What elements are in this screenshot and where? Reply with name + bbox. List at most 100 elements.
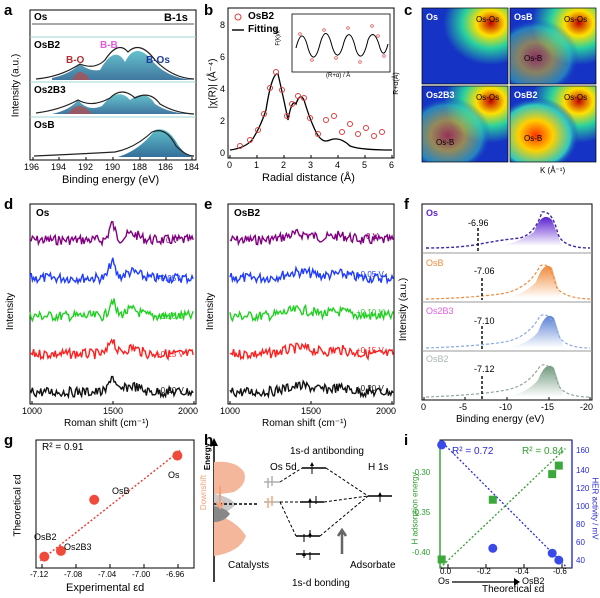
panel-e-trace-1 bbox=[229, 265, 394, 285]
panel-letter-d: d bbox=[4, 196, 14, 213]
panel-a-xtick-2: 192 bbox=[78, 162, 94, 172]
panel-f-xtick-2: -10 bbox=[499, 402, 513, 412]
panel-c-map-os2b3-label-osos: Os-Os bbox=[476, 93, 500, 102]
panel-b-xtick-6: 6 bbox=[389, 160, 395, 170]
panel-c-map-osb-title: OsB bbox=[514, 12, 533, 22]
panel-b-exafs bbox=[227, 7, 395, 159]
panel-f-value-osb: -7.06 bbox=[474, 266, 495, 276]
panel-d-voltage-2: +0.10 V bbox=[156, 312, 184, 321]
panel-a-peak-bo: B-O bbox=[66, 55, 85, 66]
panel-f-ylabel: Intensity (a.u.) bbox=[398, 277, 410, 342]
panel-i-blue-point-1 bbox=[488, 543, 498, 553]
panel-b-legend-data: OsB2 bbox=[248, 11, 275, 22]
panel-b-xtick-5: 5 bbox=[362, 160, 368, 170]
panel-b-ytick-2: 4 bbox=[220, 84, 226, 94]
panel-g-point-1 bbox=[89, 494, 100, 505]
panel-h-antibonding: 1s-d antibonding bbox=[290, 446, 364, 457]
panel-letter-g: g bbox=[4, 432, 14, 449]
panel-a-xtick-6: 184 bbox=[184, 162, 200, 172]
panel-a-peak-bos: B-Os bbox=[146, 55, 170, 66]
panel-c-map-os2b3-label-osb: Os-B bbox=[436, 138, 455, 147]
panel-i-green-point-0 bbox=[437, 555, 446, 564]
panel-i-ytick-right-5: 140 bbox=[576, 466, 590, 475]
panel-f-xtick-3: -15 bbox=[541, 402, 555, 412]
panel-f-xtick-0: 0 bbox=[421, 402, 427, 412]
panel-f-value-os2b3: -7.10 bbox=[474, 316, 495, 326]
panel-c-map-os-label: Os-Os bbox=[476, 15, 500, 24]
panel-letter-f: f bbox=[404, 196, 409, 213]
panel-i-green-point-1 bbox=[488, 495, 497, 504]
panel-e-trace-0 bbox=[229, 228, 394, 247]
panel-e-voltage-1: +0.05 V bbox=[356, 270, 384, 279]
panel-f-dband bbox=[421, 203, 593, 401]
panel-e-raman bbox=[227, 203, 395, 405]
panel-f-value-os: -6.96 bbox=[468, 218, 489, 228]
panel-b-ylabel: |χ(R)| (Å⁻⁴) bbox=[207, 58, 219, 109]
panel-c-map-osb-label-osb: Os-B bbox=[524, 54, 543, 63]
panel-c-map-os2b3-title: Os2B3 bbox=[426, 90, 455, 100]
panel-f-sample-os: Os bbox=[426, 208, 439, 218]
panel-d-trace-2 bbox=[29, 298, 194, 323]
panel-g-xtick-2: -7.04 bbox=[98, 570, 117, 579]
panel-i-ylabel-left: H adsorption energy bbox=[410, 472, 420, 545]
panel-a-title: B-1s bbox=[164, 12, 188, 24]
panel-b-legend-fit: Fitting bbox=[248, 24, 279, 35]
panel-letter-a: a bbox=[4, 2, 13, 19]
panel-i-ylabel-right: HER activity / mV bbox=[590, 477, 600, 540]
panel-i-blue-point-3 bbox=[554, 555, 564, 565]
panel-f-sample-os2b3: Os2B3 bbox=[426, 306, 454, 316]
panel-e-voltage-4: +0.20 V bbox=[356, 384, 384, 393]
panel-i-ytick-right-3: 100 bbox=[576, 502, 590, 511]
panel-d-xlabel: Roman shift (cm⁻¹) bbox=[64, 418, 149, 429]
panel-h-energy: Energy bbox=[203, 442, 213, 471]
panel-d-voltage-0: 0 V bbox=[166, 236, 179, 245]
panel-h-adsorbate: Adsorbate bbox=[350, 560, 396, 571]
panel-c-map-os-title: Os bbox=[426, 12, 439, 22]
panel-a-xtick-3: 190 bbox=[105, 162, 121, 172]
panel-c-map-osb2-label-osos: Os-Os bbox=[564, 93, 588, 102]
panel-i-r2-right: R² = 0.84 bbox=[522, 446, 564, 457]
panel-a-xtick-1: 194 bbox=[51, 162, 67, 172]
panel-b-inset-xlabel: (R+α) / Å bbox=[326, 73, 351, 79]
panel-b-xtick-2: 2 bbox=[281, 160, 287, 170]
panel-e-trace-3 bbox=[229, 342, 394, 361]
panel-i-blue-point-0 bbox=[437, 440, 447, 450]
panel-g-ylabel: Theoretical εd bbox=[12, 474, 24, 537]
panel-g-point-0 bbox=[172, 450, 183, 461]
panel-e-xtick-0: 1000 bbox=[220, 406, 241, 416]
panel-i-ytick-left-0: -0.30 bbox=[412, 468, 431, 477]
panel-e-voltage-3: +0.15 V bbox=[356, 346, 384, 355]
panel-i-green-point-2 bbox=[548, 470, 557, 479]
panel-d-sample: Os bbox=[36, 208, 50, 219]
panel-b-xtick-0: 0 bbox=[227, 160, 233, 170]
panel-e-voltage-0: 0 V bbox=[366, 232, 379, 241]
panel-c-xlabel: K (Å⁻¹) bbox=[540, 166, 566, 175]
panel-g-label-osb2: OsB2 bbox=[34, 532, 57, 542]
panel-d-trace-3 bbox=[29, 338, 194, 361]
panel-i-ytick-right-0: 40 bbox=[576, 556, 585, 565]
panel-a-xlabel: Binding energy (eV) bbox=[62, 174, 160, 186]
panel-e-xlabel: Roman shift (cm⁻¹) bbox=[262, 418, 347, 429]
panel-d-xtick-1: 1500 bbox=[103, 406, 124, 416]
panel-i-ytick-left-1: -0.35 bbox=[412, 508, 431, 517]
panel-g-point-3 bbox=[39, 551, 50, 562]
panel-d-ylabel: Intensity bbox=[5, 292, 17, 331]
panel-g-xtick-3: -7.00 bbox=[132, 570, 151, 579]
panel-c-map-osb-label-osos: Os-Os bbox=[564, 15, 588, 24]
panel-g-xtick-1: -7.08 bbox=[64, 570, 83, 579]
panel-i-r2-left: R² = 0.72 bbox=[452, 446, 494, 457]
panel-b-ytick-1: 2 bbox=[220, 116, 226, 126]
panel-i-ytick-right-6: 160 bbox=[576, 446, 590, 455]
panel-a-row-osb2: OsB2 bbox=[34, 40, 61, 51]
panel-d-voltage-4: +0.20 V bbox=[156, 386, 184, 395]
panel-a-xps bbox=[29, 9, 197, 161]
panel-d-xtick-0: 1000 bbox=[22, 406, 43, 416]
panel-a-row-os2b3: Os2B3 bbox=[34, 85, 66, 96]
panel-i-scatter bbox=[437, 439, 573, 586]
panel-i-xtick-0: 0.0 bbox=[440, 567, 452, 576]
panel-c-wavelet-maps bbox=[421, 7, 597, 163]
panel-letter-h: h bbox=[204, 432, 214, 449]
panel-letter-b: b bbox=[204, 2, 214, 19]
panel-d-trace-1 bbox=[29, 257, 194, 286]
panel-i-ytick-right-1: 60 bbox=[576, 538, 585, 547]
